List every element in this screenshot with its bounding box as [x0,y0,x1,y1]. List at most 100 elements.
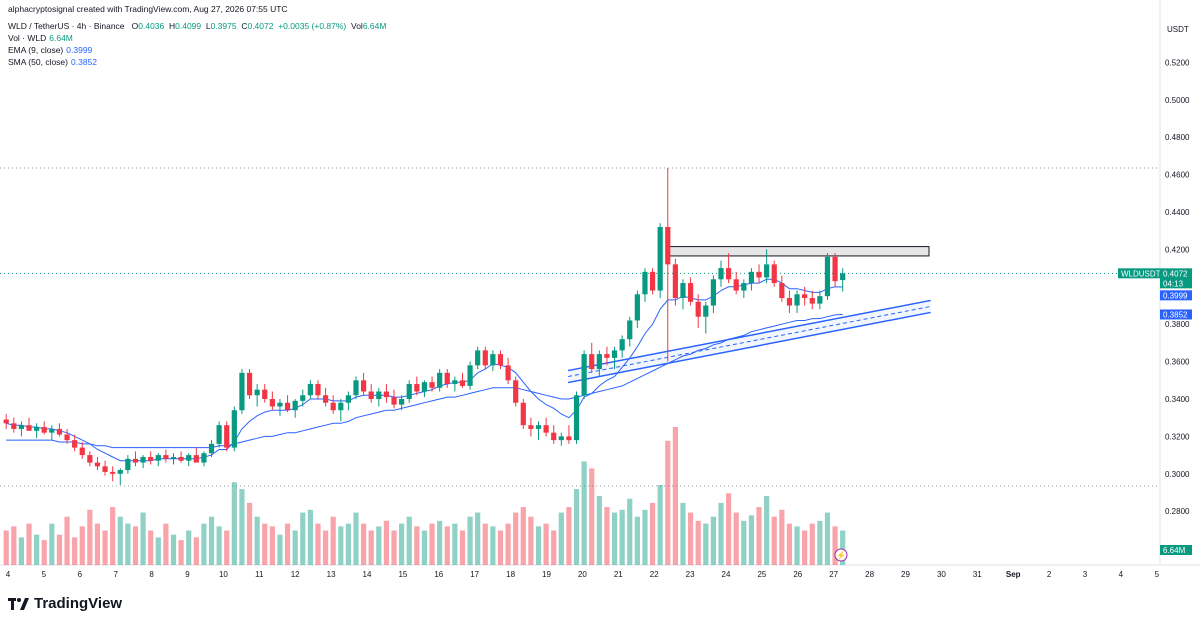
price-tick-label: 0.4200 [1165,245,1190,254]
candle-body [687,283,694,302]
volume-bar [809,523,815,565]
volume-bar [376,526,382,565]
time-tick-label: 25 [757,570,766,579]
time-tick-label: 2 [1047,570,1052,579]
close-label: C [241,21,248,31]
ema-price-value: 0.3999 [1163,291,1188,300]
volume-bar [338,526,344,565]
candle-body [102,466,108,472]
time-tick-label: 4 [1119,570,1124,579]
symbol-label: WLD / TetherUS · 4h · Binance [8,21,125,31]
vol-label: Vol [351,21,363,31]
volume-bar [34,534,40,565]
candle-body [170,456,177,459]
volume-bar [26,523,32,565]
volume-bar [467,516,473,565]
volume-bar [254,516,260,565]
candle-body [284,402,291,411]
candle-body [779,283,785,299]
volume-bar [231,482,237,565]
price-tick-label: 0.3800 [1165,320,1190,329]
volume-bar [756,507,762,565]
time-tick-label: 4 [6,570,11,579]
time-tick-label: 21 [614,570,623,579]
volume-bar [262,523,268,565]
price-tick-label: 0.3600 [1165,358,1190,367]
volume-bar [87,509,93,565]
candle-body [459,380,466,386]
volume-bar [733,512,739,565]
trend-channel-lower [567,311,931,384]
candle-body [41,427,47,433]
candle-body [786,298,793,306]
time-tick-label: 13 [327,570,336,579]
volume-bar [513,512,519,565]
candle-body [193,455,199,463]
candle-body [771,264,777,284]
time-tick-label: 27 [829,570,838,579]
volume-bar [170,534,177,565]
volume-bar [79,526,85,565]
volume-bar [56,534,63,565]
candle-body [513,380,519,403]
time-tick-label: 12 [291,570,300,579]
volume-bar [64,516,70,565]
volume-bar [94,523,101,565]
candle-body [619,339,625,351]
time-tick-label: 29 [901,570,910,579]
candle-body [429,382,435,388]
tradingview-brand[interactable]: TradingView [8,595,122,612]
candle-body [558,436,564,441]
candle-body [718,268,724,280]
candle-body [110,471,116,474]
sma-price-badge [1160,309,1192,320]
candle-body [292,400,298,411]
high-label: H [168,21,176,31]
candle-body [589,354,595,370]
volume-bar [140,512,146,565]
volume-bar [383,520,390,565]
volume-bar [322,530,329,565]
volume-bar [802,530,808,565]
volume-bar [330,516,336,565]
candle-body [3,419,9,424]
volume-bar [840,530,846,565]
volume-bar [604,507,610,565]
close-value: 0.4072 [247,21,274,31]
candle-body [604,354,610,358]
volume-bar [421,530,428,565]
volume-bar [832,526,838,565]
volume-bar [132,526,139,565]
time-tick-label: 24 [722,570,731,579]
volume-bar [794,526,800,565]
volume-bar [353,512,359,565]
volume-bar [284,523,291,565]
currency-label: USDT [1167,25,1189,34]
candle-body [163,455,169,459]
candle-body [581,354,587,396]
time-tick-label: 23 [686,570,695,579]
candle-body [94,462,101,467]
volume-indicator-label: Vol · WLD [8,33,47,43]
time-tick-label: 17 [470,570,479,579]
brand-name: TradingView [34,595,123,612]
tradingview-logo-icon [8,597,29,610]
trend-channel-mid [567,305,931,378]
low-label: L [205,21,211,31]
sma-legend: SMA (50, close) 0.3852 [8,57,97,67]
candle-body [832,256,838,282]
volume-bar [361,523,367,565]
time-tick-label: Sep [1006,570,1021,579]
candle-body [315,384,321,396]
sma-50-line [6,314,843,449]
volume-bar [216,526,222,565]
volume-bar [672,427,678,565]
candle-body [254,389,260,396]
ema-price-badge [1160,290,1192,301]
volume-bar [444,526,450,565]
candle-body [794,294,800,306]
volume-bar [619,509,625,565]
candle-body [178,456,184,461]
candle-body [627,320,633,340]
